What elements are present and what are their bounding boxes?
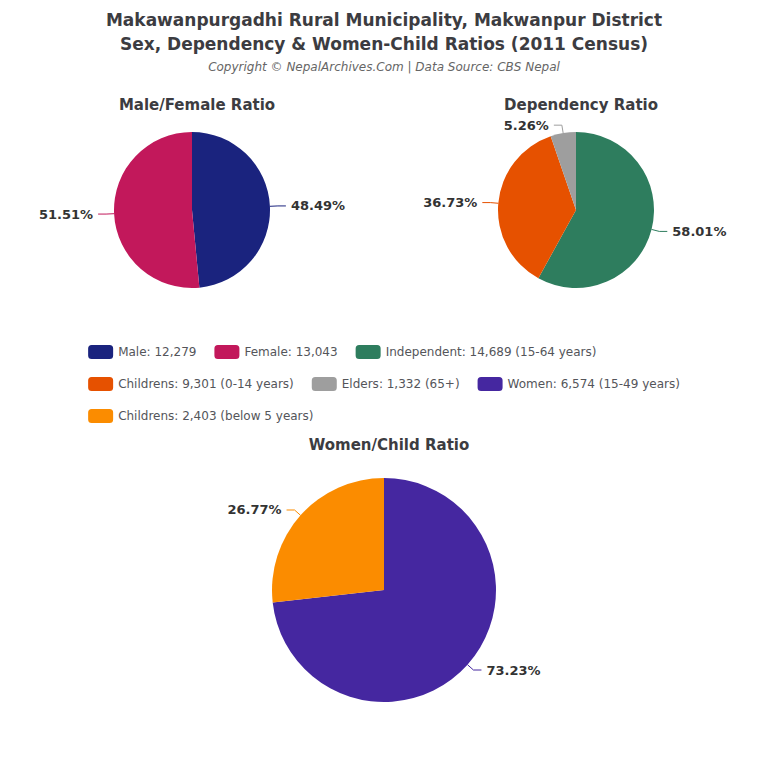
svg-text:73.23%: 73.23%: [486, 663, 540, 678]
svg-text:Women: 6,574 (15-49 years): Women: 6,574 (15-49 years): [508, 377, 680, 391]
svg-text:Dependency Ratio: Dependency Ratio: [504, 96, 658, 114]
svg-text:Elders: 1,332 (65+): Elders: 1,332 (65+): [342, 377, 460, 391]
svg-text:26.77%: 26.77%: [227, 502, 281, 517]
svg-text:Independent: 14,689 (15-64 yea: Independent: 14,689 (15-64 years): [386, 345, 597, 359]
svg-text:5.26%: 5.26%: [504, 118, 549, 133]
svg-text:Male/Female Ratio: Male/Female Ratio: [119, 96, 275, 114]
svg-text:36.73%: 36.73%: [423, 195, 477, 210]
svg-text:Copyright © NepalArchives.Com: Copyright © NepalArchives.Com | Data Sou…: [208, 60, 560, 74]
svg-text:48.49%: 48.49%: [291, 198, 345, 213]
svg-text:Female: 13,043: Female: 13,043: [244, 345, 337, 359]
svg-text:Male: 12,279: Male: 12,279: [118, 345, 196, 359]
svg-text:58.01%: 58.01%: [672, 224, 726, 239]
svg-text:Sex, Dependency & Women-Child: Sex, Dependency & Women-Child Ratios (20…: [120, 34, 648, 54]
svg-text:Childrens: 9,301 (0-14 years): Childrens: 9,301 (0-14 years): [118, 377, 294, 391]
svg-text:Makawanpurgadhi Rural Municipa: Makawanpurgadhi Rural Municipality, Makw…: [106, 10, 662, 30]
svg-text:Childrens: 2,403 (below 5 year: Childrens: 2,403 (below 5 years): [118, 409, 313, 423]
svg-text:Women/Child Ratio: Women/Child Ratio: [309, 436, 470, 454]
svg-text:51.51%: 51.51%: [39, 207, 93, 222]
